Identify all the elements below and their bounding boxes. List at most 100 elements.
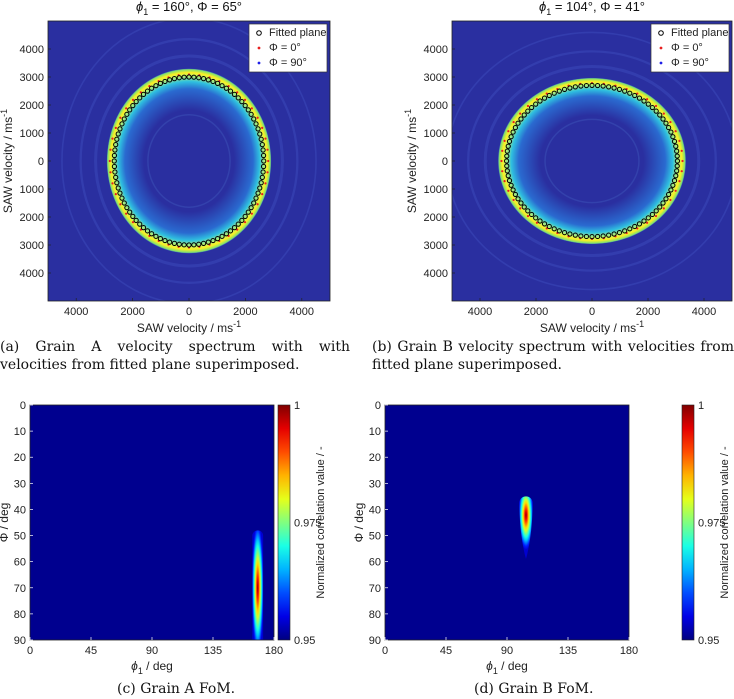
fitted-plane-marker [251, 200, 257, 206]
fitted-plane-marker [258, 136, 264, 142]
phi0-marker [266, 171, 269, 174]
fitted-plane-marker [674, 148, 680, 154]
fitted-plane-marker [668, 187, 674, 193]
fitted-plane-marker [242, 213, 248, 219]
fitted-plane-marker [674, 158, 681, 164]
background-ring [61, 21, 317, 301]
phi0-marker [501, 170, 504, 173]
y-tick-label: 30 [14, 478, 26, 490]
fitted-plane-marker [504, 153, 510, 159]
fitted-plane-marker [537, 98, 543, 104]
fitted-plane-marker [671, 138, 678, 145]
fitted-plane-marker [196, 75, 202, 81]
fitted-plane-marker [245, 107, 251, 113]
phi0-marker [507, 189, 510, 192]
x-tick-label: 180 [265, 645, 283, 657]
y-tick-label: 2000 [424, 212, 448, 224]
legend-phi90-icon [257, 61, 261, 65]
colorbar-tick-label: 1 [294, 400, 300, 412]
correlation-peak [519, 496, 533, 560]
x-tick-label: 4000 [468, 306, 492, 318]
x-tick-label: 135 [204, 645, 222, 657]
fitted-plane-marker [622, 88, 628, 94]
legend-phi0-icon [659, 46, 663, 50]
fitted-plane-marker [600, 83, 606, 89]
phi0-marker [250, 107, 253, 110]
y-tick-label: 1000 [424, 128, 448, 140]
x-tick-label: 0 [27, 645, 33, 657]
fitted-plane-marker [632, 92, 638, 99]
fitted-plane-marker [251, 116, 257, 122]
fitted-plane-marker [529, 104, 535, 111]
fitted-plane-marker [649, 104, 655, 111]
y-tick-label: 20 [14, 452, 26, 464]
fitted-plane-marker [653, 108, 659, 114]
fitted-plane-marker [248, 111, 254, 117]
fitted-plane-marker [504, 158, 510, 164]
fitted-plane-marker [186, 242, 192, 248]
fitted-plane-marker [518, 116, 524, 122]
fitted-plane-marker [235, 95, 241, 101]
fitted-plane-marker [114, 136, 120, 142]
fitted-plane-marker [657, 112, 663, 118]
background-ring [467, 50, 717, 272]
fitted-plane-marker [611, 231, 617, 237]
phi0-marker [267, 159, 270, 163]
phi0-marker [680, 170, 683, 173]
fitted-plane-marker [200, 240, 207, 246]
fitted-plane-marker [119, 121, 125, 127]
fitted-plane-marker [673, 143, 679, 149]
fitted-plane-marker [668, 129, 674, 135]
x-tick-label: 2000 [120, 306, 144, 318]
phi0-marker [243, 221, 247, 224]
phi0-marker [114, 193, 117, 196]
fitted-plane-marker [616, 86, 623, 93]
fitted-plane-marker [186, 74, 192, 80]
y-tick-label: 60 [14, 557, 26, 569]
fitted-plane-marker [223, 85, 229, 91]
y-tick-label: 80 [369, 609, 381, 621]
x-tick-label: 4000 [692, 306, 716, 318]
x-axis-label: SAW velocity / ms-1 [137, 319, 241, 335]
y-axis-label: SAW velocity / ms-1 [403, 109, 419, 213]
fitted-plane-marker [671, 177, 678, 184]
phi0-marker [678, 139, 681, 142]
fitted-plane-marker [157, 236, 164, 242]
velocity-panel-a: ϕ1 = 160°, Φ = 65° 4000 2000 0 2000 4000 4000 3… [0, 0, 331, 335]
fitted-plane-marker [219, 83, 225, 89]
fitted-plane-marker [556, 228, 562, 234]
phi0-marker [119, 203, 122, 206]
colorbar [681, 404, 695, 641]
fitted-plane-marker [121, 200, 127, 206]
fitted-plane-marker [258, 180, 264, 186]
fitted-plane-marker [674, 153, 680, 159]
fitted-plane-marker [622, 228, 628, 234]
inner-ring [147, 114, 231, 208]
fitted-plane-marker [606, 84, 612, 90]
fitted-plane-marker [504, 168, 510, 174]
fitted-plane-marker [512, 191, 519, 198]
colorbar-tick-label: 0.95 [294, 635, 315, 647]
x-tick-label: 2000 [524, 306, 548, 318]
x-tick-label: 0 [186, 306, 192, 318]
phi0-marker [512, 120, 515, 124]
phi0-marker [500, 159, 503, 163]
y-tick-label: 3000 [424, 240, 448, 252]
background-ring [483, 65, 701, 257]
fitted-plane-marker [525, 108, 531, 114]
fitted-plane-marker [525, 208, 531, 214]
fitted-plane-marker [578, 83, 584, 89]
peak-group [519, 496, 533, 560]
fitted-plane-marker [594, 82, 601, 89]
background-ring [94, 54, 284, 268]
fitted-plane-marker [127, 209, 133, 215]
caption-b: (b) Grain B velocity spectrum with veloc… [372, 339, 734, 373]
x-tick-label: 4000 [290, 306, 314, 318]
fitted-plane-marker [261, 158, 267, 164]
phi0-marker [662, 207, 665, 210]
x-tick-label: 180 [620, 645, 638, 657]
fitted-plane-marker [636, 221, 643, 227]
fitted-plane-marker [505, 143, 511, 149]
phi0-marker [139, 91, 142, 94]
fitted-plane-marker [518, 200, 524, 206]
